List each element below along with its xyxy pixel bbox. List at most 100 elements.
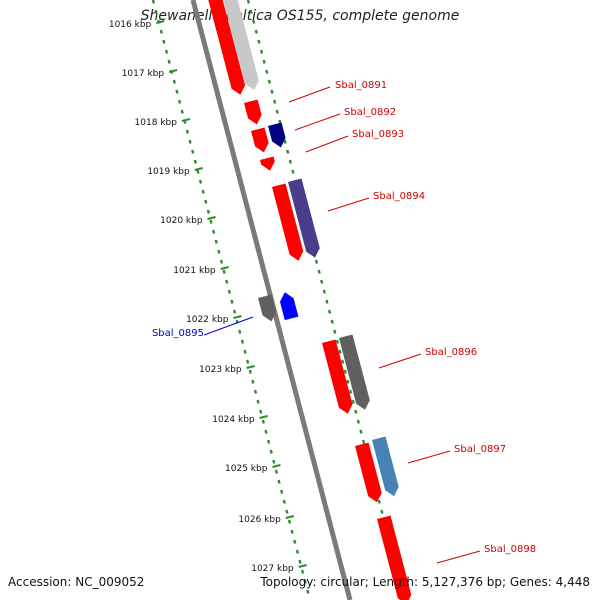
ruler-dot bbox=[325, 299, 329, 304]
tick-mark bbox=[259, 415, 268, 419]
ruler-dot bbox=[285, 509, 289, 514]
tick-mark bbox=[246, 365, 255, 369]
ruler-dot bbox=[356, 419, 360, 424]
ruler-dot bbox=[151, 0, 156, 4]
tick-mark bbox=[156, 20, 165, 24]
gene-label: Sbal_0894 bbox=[373, 191, 425, 202]
ruler-dot bbox=[214, 239, 218, 244]
ruler-dot bbox=[188, 139, 192, 144]
ruler-dot bbox=[240, 339, 245, 344]
ruler-dot bbox=[303, 579, 307, 584]
tick-mark bbox=[207, 216, 216, 220]
gene-label-leader bbox=[294, 113, 341, 131]
gene-arrow bbox=[322, 339, 353, 414]
gene-label-leader bbox=[305, 135, 349, 153]
ruler-dot bbox=[298, 559, 302, 564]
ruler-dot bbox=[159, 29, 163, 34]
ruler-dot bbox=[338, 349, 342, 354]
gene-label-leader bbox=[407, 450, 451, 464]
gene-label-leader bbox=[203, 316, 254, 336]
ruler-dot bbox=[272, 459, 276, 464]
accession-text: Accession: NC_009052 bbox=[8, 575, 145, 589]
gene-labels: Sbal_0891 Sbal_0892 Sbal_0893 Sbal_0894 Sbal… bbox=[152, 80, 536, 564]
tick-label: 1020 kbp bbox=[160, 216, 203, 226]
ruler-dot bbox=[280, 489, 284, 494]
ruler-dot bbox=[261, 419, 265, 424]
gene-arrow bbox=[377, 515, 412, 600]
tick-label: 1026 kbp bbox=[238, 515, 281, 525]
ruler-dot bbox=[341, 359, 345, 364]
ruler-dot bbox=[238, 329, 242, 334]
ruler-dot bbox=[243, 349, 247, 354]
ruler-dot bbox=[274, 469, 279, 474]
gene-label: Sbal_0891 bbox=[335, 80, 387, 91]
tick-label: 1016 kbp bbox=[109, 20, 152, 30]
ruler-dot bbox=[327, 309, 332, 314]
ruler-dot bbox=[257, 39, 261, 44]
ruler-dot bbox=[377, 499, 381, 504]
tick-mark bbox=[194, 167, 203, 171]
ruler-dot bbox=[270, 89, 274, 94]
ruler-dot bbox=[162, 39, 166, 44]
gene-track bbox=[208, 0, 412, 600]
gene-arrow bbox=[251, 127, 269, 153]
gene-arrow bbox=[244, 99, 262, 125]
genome-summary-text: Topology: circular; Length: 5,127,376 bp… bbox=[260, 575, 590, 589]
ruler-dot bbox=[252, 19, 256, 24]
ruler-dot bbox=[322, 289, 326, 294]
ruler-dot bbox=[251, 379, 255, 384]
ruler-dot bbox=[175, 89, 179, 94]
ruler-dot bbox=[291, 169, 295, 174]
ruler-dot bbox=[249, 9, 253, 14]
ruler-dot bbox=[275, 109, 279, 114]
gene-arrow bbox=[223, 0, 259, 90]
ruler-dot bbox=[219, 259, 224, 264]
ruler-dot bbox=[248, 369, 252, 374]
ruler-dot bbox=[193, 159, 197, 164]
gene-label: Sbal_0896 bbox=[425, 347, 477, 358]
ruler-dot bbox=[232, 309, 237, 314]
ruler-dot bbox=[222, 269, 226, 274]
gene-arrow bbox=[288, 178, 320, 258]
ruler-dot bbox=[295, 549, 299, 554]
tick-label: 1019 kbp bbox=[147, 167, 190, 177]
ruler-dot bbox=[185, 129, 190, 134]
ruler-dot bbox=[204, 199, 208, 204]
ruler-dot bbox=[288, 159, 292, 164]
ruler-dot bbox=[227, 289, 231, 294]
tick-mark bbox=[220, 266, 229, 270]
ruler-dot bbox=[212, 229, 216, 234]
ruler-dot bbox=[348, 389, 353, 394]
ruler-dot bbox=[225, 279, 229, 284]
tick-label: 1027 kbp bbox=[251, 564, 294, 574]
gene-arrow bbox=[355, 442, 382, 503]
tick-labels: 1016 kbp 1017 kbp 1018 kbp 1019 kbp 1020 kbp… bbox=[109, 20, 307, 574]
gene-arrow bbox=[260, 156, 275, 171]
ruler-dot bbox=[167, 59, 171, 64]
ruler-dot bbox=[286, 149, 290, 154]
ruler-dot bbox=[264, 429, 268, 434]
ruler-dot bbox=[201, 189, 205, 194]
ruler-dot bbox=[206, 209, 211, 214]
ruler-dot bbox=[191, 149, 195, 154]
tick-label: 1023 kbp bbox=[199, 365, 242, 375]
ruler-dot bbox=[178, 99, 182, 104]
tick-label: 1022 kbp bbox=[186, 315, 229, 325]
ruler-dot bbox=[209, 219, 213, 224]
ruler-dot bbox=[259, 49, 264, 54]
ruler-dot bbox=[282, 499, 286, 504]
ruler-dot bbox=[380, 509, 384, 514]
ruler-dot bbox=[246, 359, 250, 364]
ruler-dot bbox=[164, 49, 169, 54]
ruler-dot bbox=[354, 409, 358, 414]
gene-arrow bbox=[268, 122, 286, 148]
gene-arrow bbox=[258, 294, 277, 322]
tick-label: 1024 kbp bbox=[212, 415, 255, 425]
gene-label: Sbal_0897 bbox=[454, 444, 506, 455]
ruler-dot bbox=[262, 59, 266, 64]
ruler-dot bbox=[306, 589, 310, 594]
ruler-dot bbox=[256, 399, 260, 404]
ruler-dot bbox=[320, 279, 324, 284]
tick-mark bbox=[272, 464, 281, 468]
ruler-dot bbox=[351, 399, 355, 404]
